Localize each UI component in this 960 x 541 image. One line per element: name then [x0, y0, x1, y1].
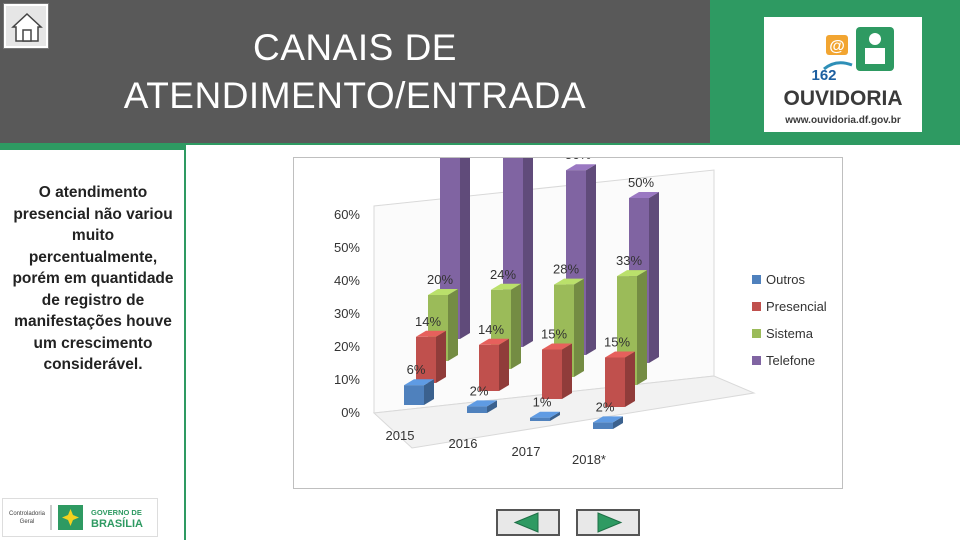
data-label: 14%	[478, 322, 504, 337]
bar-top	[566, 164, 596, 171]
logo-at: @	[829, 38, 845, 55]
bar-top	[605, 351, 635, 358]
legend-swatch	[752, 302, 761, 311]
y-tick-label: 60%	[334, 207, 360, 222]
bar-side	[637, 270, 647, 385]
bar-top	[554, 278, 584, 285]
government-logo: Controladoria Geral GOVERNO DE BRASÍLIA	[2, 498, 158, 537]
title-line-2: ATENDIMENTO/ENTRADA	[123, 75, 587, 116]
data-label: 28%	[553, 262, 579, 277]
bar-side	[460, 135, 470, 339]
legend-label: Presencial	[766, 299, 827, 314]
y-tick-label: 10%	[334, 372, 360, 387]
data-label: 33%	[616, 253, 642, 268]
bar-side	[424, 379, 434, 405]
bar-side	[448, 289, 458, 361]
x-tick-label: 2017	[512, 444, 541, 459]
x-tick-label: 2016	[449, 436, 478, 451]
bar-side	[613, 416, 623, 429]
y-tick-label: 50%	[334, 240, 360, 255]
at-badge-icon	[826, 35, 848, 55]
legend-swatch	[752, 275, 761, 284]
ouvidoria-logo: @ 162 OUVIDORIA www.ouvidoria.df.gov.br	[764, 17, 922, 132]
bar-presencial-2016	[479, 344, 499, 391]
bar-presencial-2017	[542, 349, 562, 399]
data-label: 1%	[533, 395, 552, 410]
gov-right-text-1: GOVERNO DE	[91, 508, 142, 517]
legend-label: Outros	[766, 272, 806, 287]
left-panel	[0, 150, 184, 540]
chart-floor	[372, 375, 756, 449]
bar-side	[523, 143, 533, 347]
data-label: 50%	[628, 175, 654, 190]
bar-side	[562, 343, 572, 399]
bar-presencial-2018*	[605, 357, 625, 407]
bar-side	[574, 278, 584, 377]
logo-name: OUVIDORIA	[783, 87, 902, 110]
data-label: 24%	[490, 267, 516, 282]
data-label: 14%	[415, 314, 441, 329]
bar-side	[649, 192, 659, 363]
bar-top	[479, 338, 509, 345]
gov-left-text-1: Controladoria	[9, 511, 46, 517]
data-label: 2%	[470, 383, 489, 398]
bar-outros-2017	[530, 417, 550, 421]
logo-url: www.ouvidoria.df.gov.br	[784, 115, 901, 126]
chart-frame: 0%10%20%30%40%50%60%60%60%56%50%20%24%28…	[293, 118, 843, 489]
data-label: 2%	[596, 399, 615, 414]
bar-top	[593, 416, 623, 423]
data-label: 15%	[604, 335, 630, 350]
previous-slide-button[interactable]	[496, 509, 560, 536]
triangle-right-icon	[597, 512, 623, 533]
y-tick-label: 30%	[334, 306, 360, 321]
gov-left-text-2: Geral	[20, 519, 35, 525]
gov-right-text-2: BRASÍLIA	[91, 517, 143, 530]
bar-side	[511, 283, 521, 369]
bar-top	[542, 343, 572, 350]
bar-top	[467, 400, 497, 407]
bar-top	[404, 379, 434, 386]
legend-swatch	[752, 329, 761, 338]
bar-top	[491, 283, 521, 290]
bar-top	[428, 289, 458, 295]
bar-outros-2018*	[593, 422, 613, 429]
bar-presencial-2015	[416, 336, 436, 383]
bar-outros-2016	[467, 406, 487, 413]
summary-text: O atendimento presencial não variou muit…	[12, 184, 174, 373]
bar-top	[416, 330, 446, 337]
legend-label: Telefone	[766, 353, 815, 368]
next-slide-button[interactable]	[576, 509, 640, 536]
y-tick-label: 20%	[334, 339, 360, 354]
bar-side	[436, 330, 446, 383]
x-tick-label: 2015	[386, 428, 415, 443]
bar-side	[586, 164, 596, 355]
home-icon	[11, 12, 43, 42]
data-label: 56%	[565, 158, 591, 162]
logo-number: 162	[811, 67, 836, 84]
bar-outros-2015	[404, 385, 424, 405]
bar-side	[550, 411, 560, 421]
bar-chart-3d: 0%10%20%30%40%50%60%60%60%56%50%20%24%28…	[334, 118, 827, 467]
triangle-left-icon	[513, 512, 539, 533]
bar-side	[487, 400, 497, 413]
y-tick-label: 40%	[334, 273, 360, 288]
bar-top	[530, 411, 560, 418]
title-panel	[0, 0, 710, 143]
title-line-1: CANAIS DE	[253, 27, 457, 68]
home-button[interactable]	[4, 4, 48, 48]
data-label: 20%	[427, 272, 453, 287]
bar-side	[625, 351, 635, 407]
data-label: 15%	[541, 327, 567, 342]
x-tick-label: 2018*	[572, 452, 606, 467]
legend-label: Sistema	[766, 326, 814, 341]
data-label: 6%	[407, 362, 426, 377]
y-tick-label: 0%	[341, 405, 360, 420]
bar-top	[617, 270, 647, 277]
page-title: CANAIS DE ATENDIMENTO/ENTRADA	[60, 24, 650, 120]
bar-top	[629, 192, 659, 198]
legend-swatch	[752, 356, 761, 365]
bar-side	[499, 338, 509, 391]
